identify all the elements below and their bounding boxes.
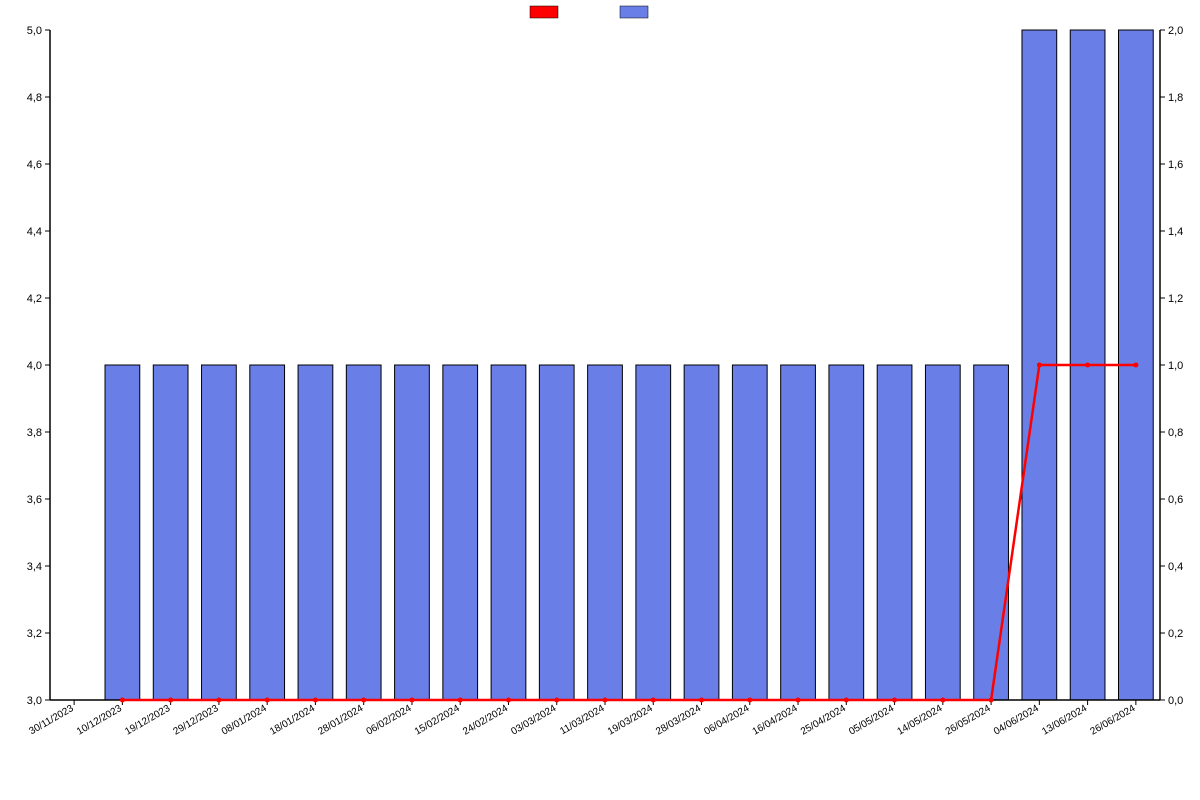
x-tick-label: 03/03/2024 [509,703,558,738]
y-right-tick-label: 1,6 [1168,159,1183,171]
line-marker [554,698,559,703]
bar [395,365,430,700]
y-left-tick-label: 4,0 [27,360,42,372]
line-marker [989,698,994,703]
line-marker [1133,363,1138,368]
line-marker [168,698,173,703]
x-tick-label: 26/05/2024 [944,703,993,738]
x-tick-label: 06/02/2024 [365,703,414,738]
line-marker [603,698,608,703]
bar [346,365,381,700]
y-left-tick-label: 3,2 [27,628,42,640]
x-tick-label: 25/04/2024 [799,703,848,738]
y-left-tick-label: 4,6 [27,159,42,171]
x-tick-label: 10/12/2023 [75,703,124,738]
y-right-tick-label: 0,6 [1168,494,1183,506]
x-tick-label: 28/03/2024 [654,703,703,738]
line-marker [940,698,945,703]
line-marker [651,698,656,703]
line-marker [313,698,318,703]
x-tick-label: 11/03/2024 [558,703,607,737]
bar [443,365,478,700]
x-tick-label: 04/06/2024 [992,703,1041,738]
x-tick-label: 15/02/2024 [413,703,462,738]
x-tick-label: 19/12/2023 [123,703,172,738]
y-left-tick-label: 4,4 [27,226,42,238]
x-tick-label: 06/04/2024 [702,703,751,738]
bar [829,365,864,700]
bar [974,365,1009,700]
line-marker [409,698,414,703]
bar [202,365,237,700]
line-marker [796,698,801,703]
bar [491,365,526,700]
y-right-tick-label: 2,0 [1168,25,1183,37]
bar [105,365,140,700]
line-marker [747,698,752,703]
bar [539,365,574,700]
y-right-tick-label: 1,2 [1168,293,1183,305]
line-marker [120,698,125,703]
y-left-tick-label: 3,0 [27,695,42,707]
y-left-tick-label: 5,0 [27,25,42,37]
line-marker [458,698,463,703]
line-marker [361,698,366,703]
line-marker [892,698,897,703]
y-right-tick-label: 0,0 [1168,695,1183,707]
line-marker [699,698,704,703]
x-tick-label: 30/11/2023 [27,703,76,737]
bar [588,365,623,700]
y-right-tick-label: 1,4 [1168,226,1183,238]
bar [732,365,767,700]
x-tick-label: 14/05/2024 [895,703,944,738]
x-tick-label: 16/04/2024 [751,703,800,738]
line-marker [216,698,221,703]
x-tick-label: 19/03/2024 [606,703,655,738]
line-marker [1037,363,1042,368]
y-right-tick-label: 0,4 [1168,561,1183,573]
bar [153,365,188,700]
x-tick-label: 13/06/2024 [1040,703,1089,738]
legend-swatch-bar [620,6,648,18]
bar [636,365,671,700]
bar [877,365,912,700]
y-left-tick-label: 3,6 [27,494,42,506]
chart-container: 3,0 3,2 3,4 3,6 3,8 4,0 4,2 4,4 4,6 4,8 5,0 0,0 0,2 0… [0,0,1200,800]
x-tick-label: 24/02/2024 [461,703,510,738]
line-marker [1085,363,1090,368]
line-marker [844,698,849,703]
y-right-tick-label: 0,8 [1168,427,1183,439]
bar [684,365,719,700]
x-tick-label: 05/05/2024 [847,703,896,738]
y-left-tick-label: 3,4 [27,561,42,573]
line-marker [265,698,270,703]
x-tick-label: 26/06/2024 [1089,703,1138,738]
bar [298,365,333,700]
bar [250,365,285,700]
x-tick-label: 29/12/2023 [172,703,221,738]
y-left-tick-label: 3,8 [27,427,42,439]
bar [781,365,816,700]
y-right-tick-label: 1,0 [1168,360,1183,372]
bar [925,365,960,700]
legend-swatch-line [530,6,558,18]
y-right-tick-label: 0,2 [1168,628,1183,640]
y-left-tick-label: 4,8 [27,92,42,104]
x-tick-label: 08/01/2024 [220,703,269,738]
line-marker [506,698,511,703]
combo-chart: 3,0 3,2 3,4 3,6 3,8 4,0 4,2 4,4 4,6 4,8 5,0 0,0 0,2 0… [0,0,1200,800]
x-tick-label: 18/01/2024 [268,703,317,738]
y-right-tick-label: 1,8 [1168,92,1183,104]
y-left-tick-label: 4,2 [27,293,42,305]
x-tick-label: 28/01/2024 [316,703,365,738]
